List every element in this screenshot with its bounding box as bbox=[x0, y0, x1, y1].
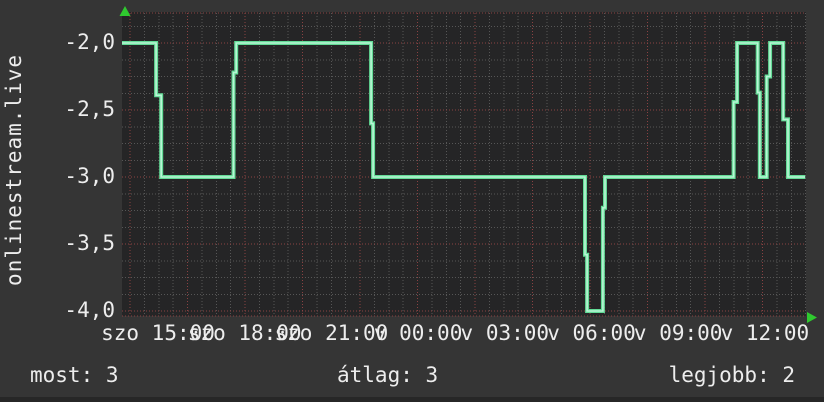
x-axis-arrow-icon bbox=[807, 312, 817, 323]
y-tick-label: -2,0 bbox=[64, 30, 115, 54]
bottom-strip bbox=[0, 397, 824, 402]
y-tick-label: -3,0 bbox=[64, 164, 115, 188]
x-tick-label: v 12:00 bbox=[720, 321, 810, 345]
y-tick-label: -3,5 bbox=[64, 231, 115, 255]
grid-minor bbox=[122, 13, 807, 316]
x-tick-label: v 03:00 bbox=[460, 321, 550, 345]
x-tick-label: szo 15:00 bbox=[101, 321, 215, 345]
y-tick-label: -4,0 bbox=[64, 298, 115, 322]
stat-most: most: 3 bbox=[30, 363, 119, 387]
x-tick-label: szo 18:00 bbox=[187, 321, 302, 345]
x-tick-label: v 09:00 bbox=[633, 321, 723, 345]
stat-average: átlag: 3 bbox=[337, 363, 439, 387]
data-line-core bbox=[122, 42, 806, 312]
y-axis-arrow-icon bbox=[119, 6, 131, 16]
x-tick-label: v 06:00 bbox=[547, 321, 636, 345]
stat-best: legjobb: 2 bbox=[668, 363, 795, 387]
x-tick-label: v 00:00 bbox=[373, 321, 463, 345]
x-tick-label: szo 21:00 bbox=[274, 321, 389, 345]
y-tick-label: -2,5 bbox=[64, 97, 115, 121]
grid-major bbox=[122, 12, 806, 317]
